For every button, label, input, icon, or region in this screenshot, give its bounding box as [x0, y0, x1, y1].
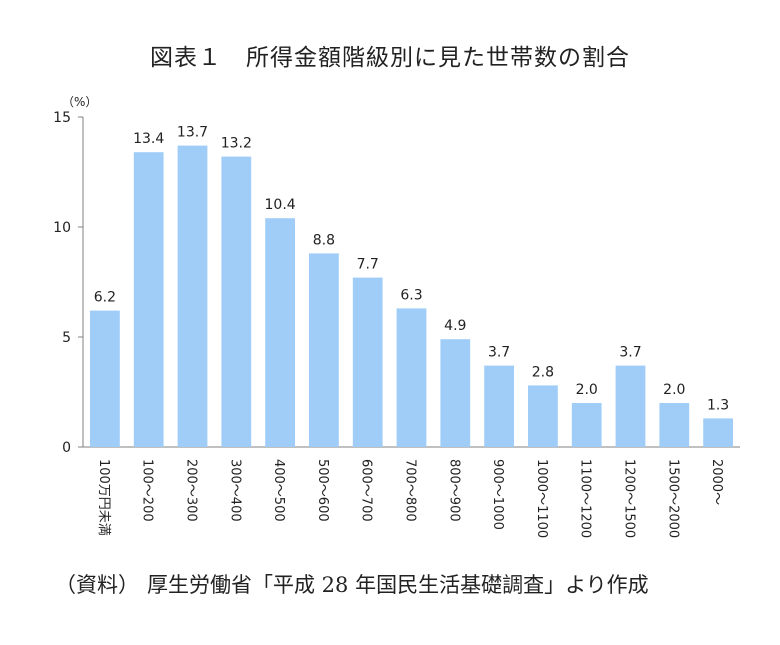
x-tick-label: 1000～1100 — [534, 459, 549, 538]
chart-labels: 0 5 10 15（%） 6.2 100万円未満 13.4 100～200 13.7 200～30… — [53, 95, 729, 538]
bar — [571, 403, 602, 447]
bar-value-label: 2.0 — [663, 382, 685, 398]
x-tick-label: 1200～1500 — [622, 459, 637, 538]
x-tick-label: 1500～2000 — [665, 459, 680, 538]
y-tick-label: 5 — [62, 330, 71, 346]
bar — [133, 152, 164, 447]
chart-bars — [90, 145, 733, 447]
x-tick-label: 200～300 — [184, 459, 199, 522]
bar — [484, 365, 514, 447]
y-tick-label: 10 — [53, 220, 71, 236]
x-tick-label: 1100～1200 — [578, 459, 593, 538]
x-tick-label: 100万円未満 — [96, 459, 111, 536]
x-tick-label: 900～1000 — [490, 459, 505, 530]
bar — [177, 145, 208, 447]
bar — [440, 339, 471, 447]
x-tick-label: 400～500 — [271, 459, 286, 522]
bar-value-label: 13.4 — [133, 131, 164, 147]
y-tick-label: 0 — [62, 440, 71, 456]
x-tick-label: 600～700 — [359, 459, 374, 522]
y-unit-label: （%） — [62, 95, 97, 109]
bar — [703, 418, 733, 447]
bar — [352, 277, 383, 447]
bar-value-label: 2.0 — [576, 382, 598, 398]
bar-value-label: 1.3 — [707, 397, 729, 413]
bar-value-label: 10.4 — [265, 197, 296, 213]
bar — [528, 385, 558, 447]
bar — [615, 365, 646, 447]
x-tick-label: 700～800 — [403, 459, 418, 522]
bar-value-label: 3.7 — [619, 345, 641, 361]
bar-chart: 0 5 10 15（%） 6.2 100万円未満 13.4 100～200 13.7 200～30… — [53, 95, 740, 538]
bar-value-label: 4.9 — [444, 318, 466, 334]
x-tick-label: 300～400 — [227, 459, 242, 522]
source-label: （資料） — [55, 573, 139, 597]
source-note: （資料） 厚生労働省「平成 28 年国民生活基礎調査」より作成 — [55, 570, 755, 600]
bar — [659, 403, 690, 447]
chart-title: 図表１ 所得金額階級別に見た世帯数の割合 — [150, 45, 630, 71]
x-tick-label: 2000～ — [709, 459, 724, 505]
x-tick-label: 100～200 — [140, 459, 155, 522]
bar — [309, 253, 339, 447]
bar — [265, 218, 295, 447]
bar-value-label: 7.7 — [357, 257, 379, 273]
bar — [90, 310, 120, 447]
bar — [221, 156, 252, 447]
source-text: 厚生労働省「平成 28 年国民生活基礎調査」より作成 — [147, 573, 649, 597]
bar-value-label: 6.2 — [94, 290, 116, 306]
bar-value-label: 13.2 — [221, 136, 252, 152]
bar — [396, 308, 427, 447]
bar-value-label: 3.7 — [488, 345, 510, 361]
x-tick-label: 500～600 — [315, 459, 330, 522]
bar-value-label: 8.8 — [313, 232, 335, 248]
bar-value-label: 2.8 — [532, 364, 554, 380]
bar-value-label: 6.3 — [400, 287, 422, 303]
bar-value-label: 13.7 — [177, 125, 208, 141]
y-tick-label: 15 — [53, 110, 71, 126]
x-tick-label: 800～900 — [446, 459, 461, 522]
